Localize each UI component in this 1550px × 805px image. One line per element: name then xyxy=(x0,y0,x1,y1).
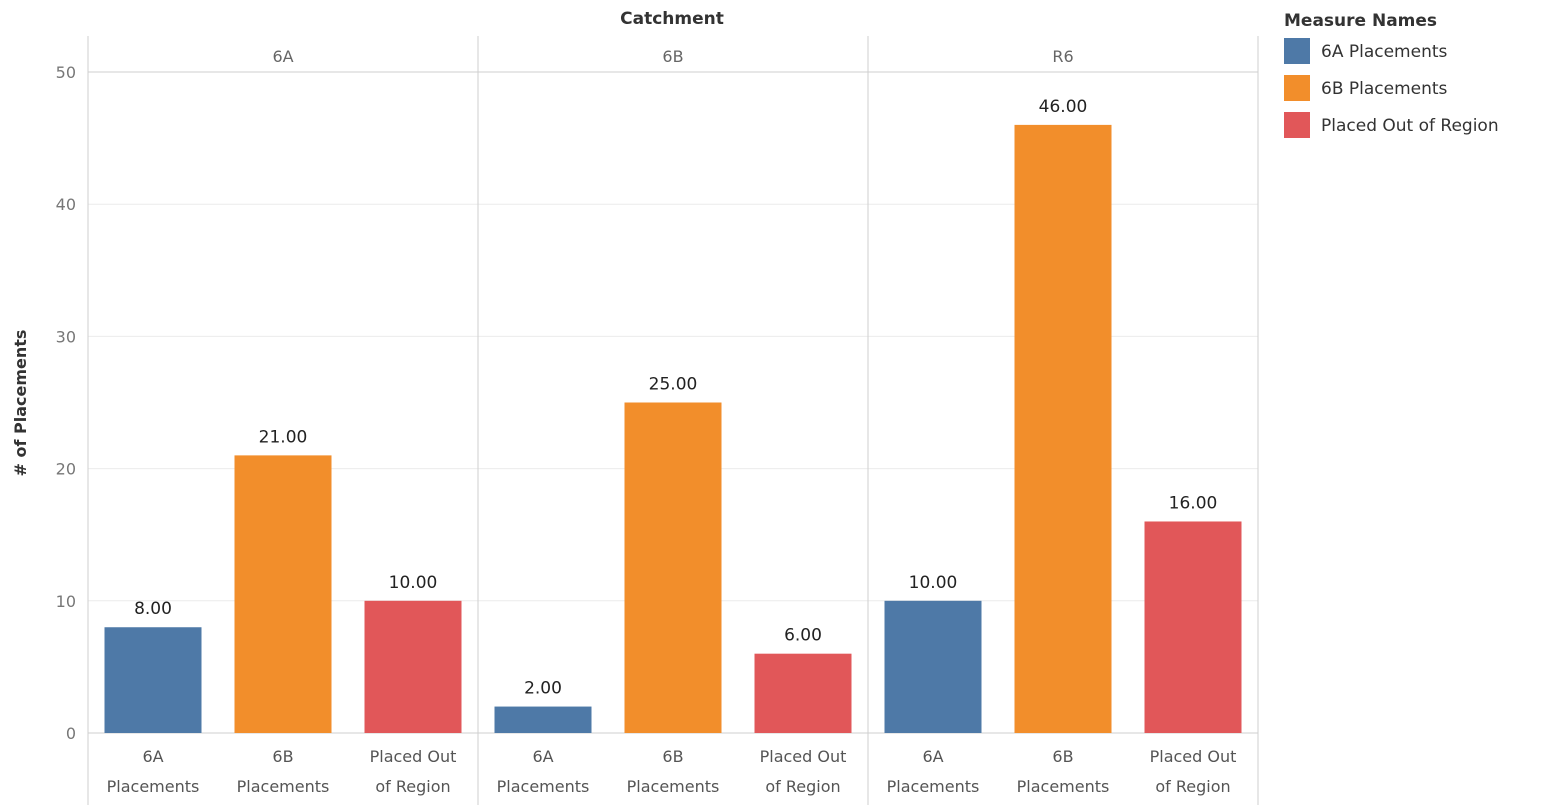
legend-items: 6A Placements 6B Placements Placed Out of … xyxy=(1284,38,1499,138)
x-tick-line: of Region xyxy=(375,777,450,796)
x-tick-line: 6A xyxy=(532,747,553,766)
bar-label-6b-1: 25.00 xyxy=(649,375,698,395)
legend-label-2: Placed Out of Region xyxy=(1321,116,1499,136)
panel-header-6a: 6A xyxy=(272,47,293,66)
panel-header-r6: R6 xyxy=(1052,47,1073,66)
bar-6b-2 xyxy=(754,653,852,733)
legend-title: Measure Names xyxy=(1284,11,1437,31)
x-tick-label-r6-1: 6B Placements xyxy=(1017,747,1110,796)
x-tick-line: 6A xyxy=(922,747,943,766)
y-tick-label-3: 30 xyxy=(56,327,76,346)
legend-swatch-0 xyxy=(1284,38,1310,64)
x-tick-line: Placements xyxy=(237,777,330,796)
bar-r6-1 xyxy=(1014,124,1112,733)
y-tick-label-4: 40 xyxy=(56,195,76,214)
panel-headers: 6A 6B R6 xyxy=(272,47,1073,66)
x-tick-label-6b-1: 6B Placements xyxy=(627,747,720,796)
y-tick-label-0: 0 xyxy=(66,724,76,743)
bars xyxy=(104,124,1242,733)
x-tick-label-r6-2: Placed Out of Region xyxy=(1150,747,1237,796)
bar-6a-1 xyxy=(234,455,332,733)
x-tick-line: Placements xyxy=(497,777,590,796)
legend-label-1: 6B Placements xyxy=(1321,79,1448,99)
bar-value-labels: 8.00 21.00 10.00 2.00 25.00 6.00 10.00 46.00 16.… xyxy=(134,97,1217,699)
bar-6a-0 xyxy=(104,627,202,733)
x-tick-line: Placed Out xyxy=(370,747,457,766)
legend-swatch-2 xyxy=(1284,112,1310,138)
y-tick-label-5: 50 xyxy=(56,63,76,82)
y-axis: 0 10 20 30 40 50 xyxy=(56,63,76,743)
bar-label-r6-2: 16.00 xyxy=(1169,493,1218,513)
x-tick-line: Placed Out xyxy=(760,747,847,766)
bar-r6-0 xyxy=(884,600,982,733)
x-tick-line: Placements xyxy=(627,777,720,796)
bar-6a-2 xyxy=(364,600,462,733)
x-tick-line: Placements xyxy=(1017,777,1110,796)
bar-label-6b-2: 6.00 xyxy=(784,626,822,646)
bar-6b-1 xyxy=(624,402,722,733)
column-header-title: Catchment xyxy=(620,9,724,29)
x-tick-line: of Region xyxy=(765,777,840,796)
x-tick-line: Placements xyxy=(887,777,980,796)
bar-label-r6-0: 10.00 xyxy=(909,573,958,593)
legend-label-0: 6A Placements xyxy=(1321,42,1448,62)
bar-6b-0 xyxy=(494,706,592,733)
x-tick-line: Placed Out xyxy=(1150,747,1237,766)
x-tick-label-6a-2: Placed Out of Region xyxy=(370,747,457,796)
panel-header-6b: 6B xyxy=(662,47,683,66)
y-axis-title: # of Placements xyxy=(11,330,30,477)
bar-label-6a-2: 10.00 xyxy=(389,573,438,593)
x-tick-line: of Region xyxy=(1155,777,1230,796)
x-tick-line: 6B xyxy=(662,747,683,766)
legend: Measure Names 6A Placements 6B Placements… xyxy=(1284,11,1499,138)
bar-r6-2 xyxy=(1144,521,1242,733)
bar-label-6a-0: 8.00 xyxy=(134,599,172,619)
bar-label-6b-0: 2.00 xyxy=(524,679,562,699)
x-tick-label-6a-0: 6A Placements xyxy=(107,747,200,796)
x-tick-line: 6A xyxy=(142,747,163,766)
bar-label-r6-1: 46.00 xyxy=(1039,97,1088,117)
x-tick-label-6b-2: Placed Out of Region xyxy=(760,747,847,796)
x-tick-label-r6-0: 6A Placements xyxy=(887,747,980,796)
legend-swatch-1 xyxy=(1284,75,1310,101)
bar-label-6a-1: 21.00 xyxy=(259,427,308,447)
y-tick-label-2: 20 xyxy=(56,460,76,479)
x-tick-line: 6B xyxy=(1052,747,1073,766)
x-tick-label-6a-1: 6B Placements xyxy=(237,747,330,796)
y-tick-label-1: 10 xyxy=(56,592,76,611)
x-tick-line: 6B xyxy=(272,747,293,766)
x-axis: 6A Placements 6B Placements Placed Out of Reg… xyxy=(107,747,1237,796)
x-tick-line: Placements xyxy=(107,777,200,796)
x-tick-label-6b-0: 6A Placements xyxy=(497,747,590,796)
